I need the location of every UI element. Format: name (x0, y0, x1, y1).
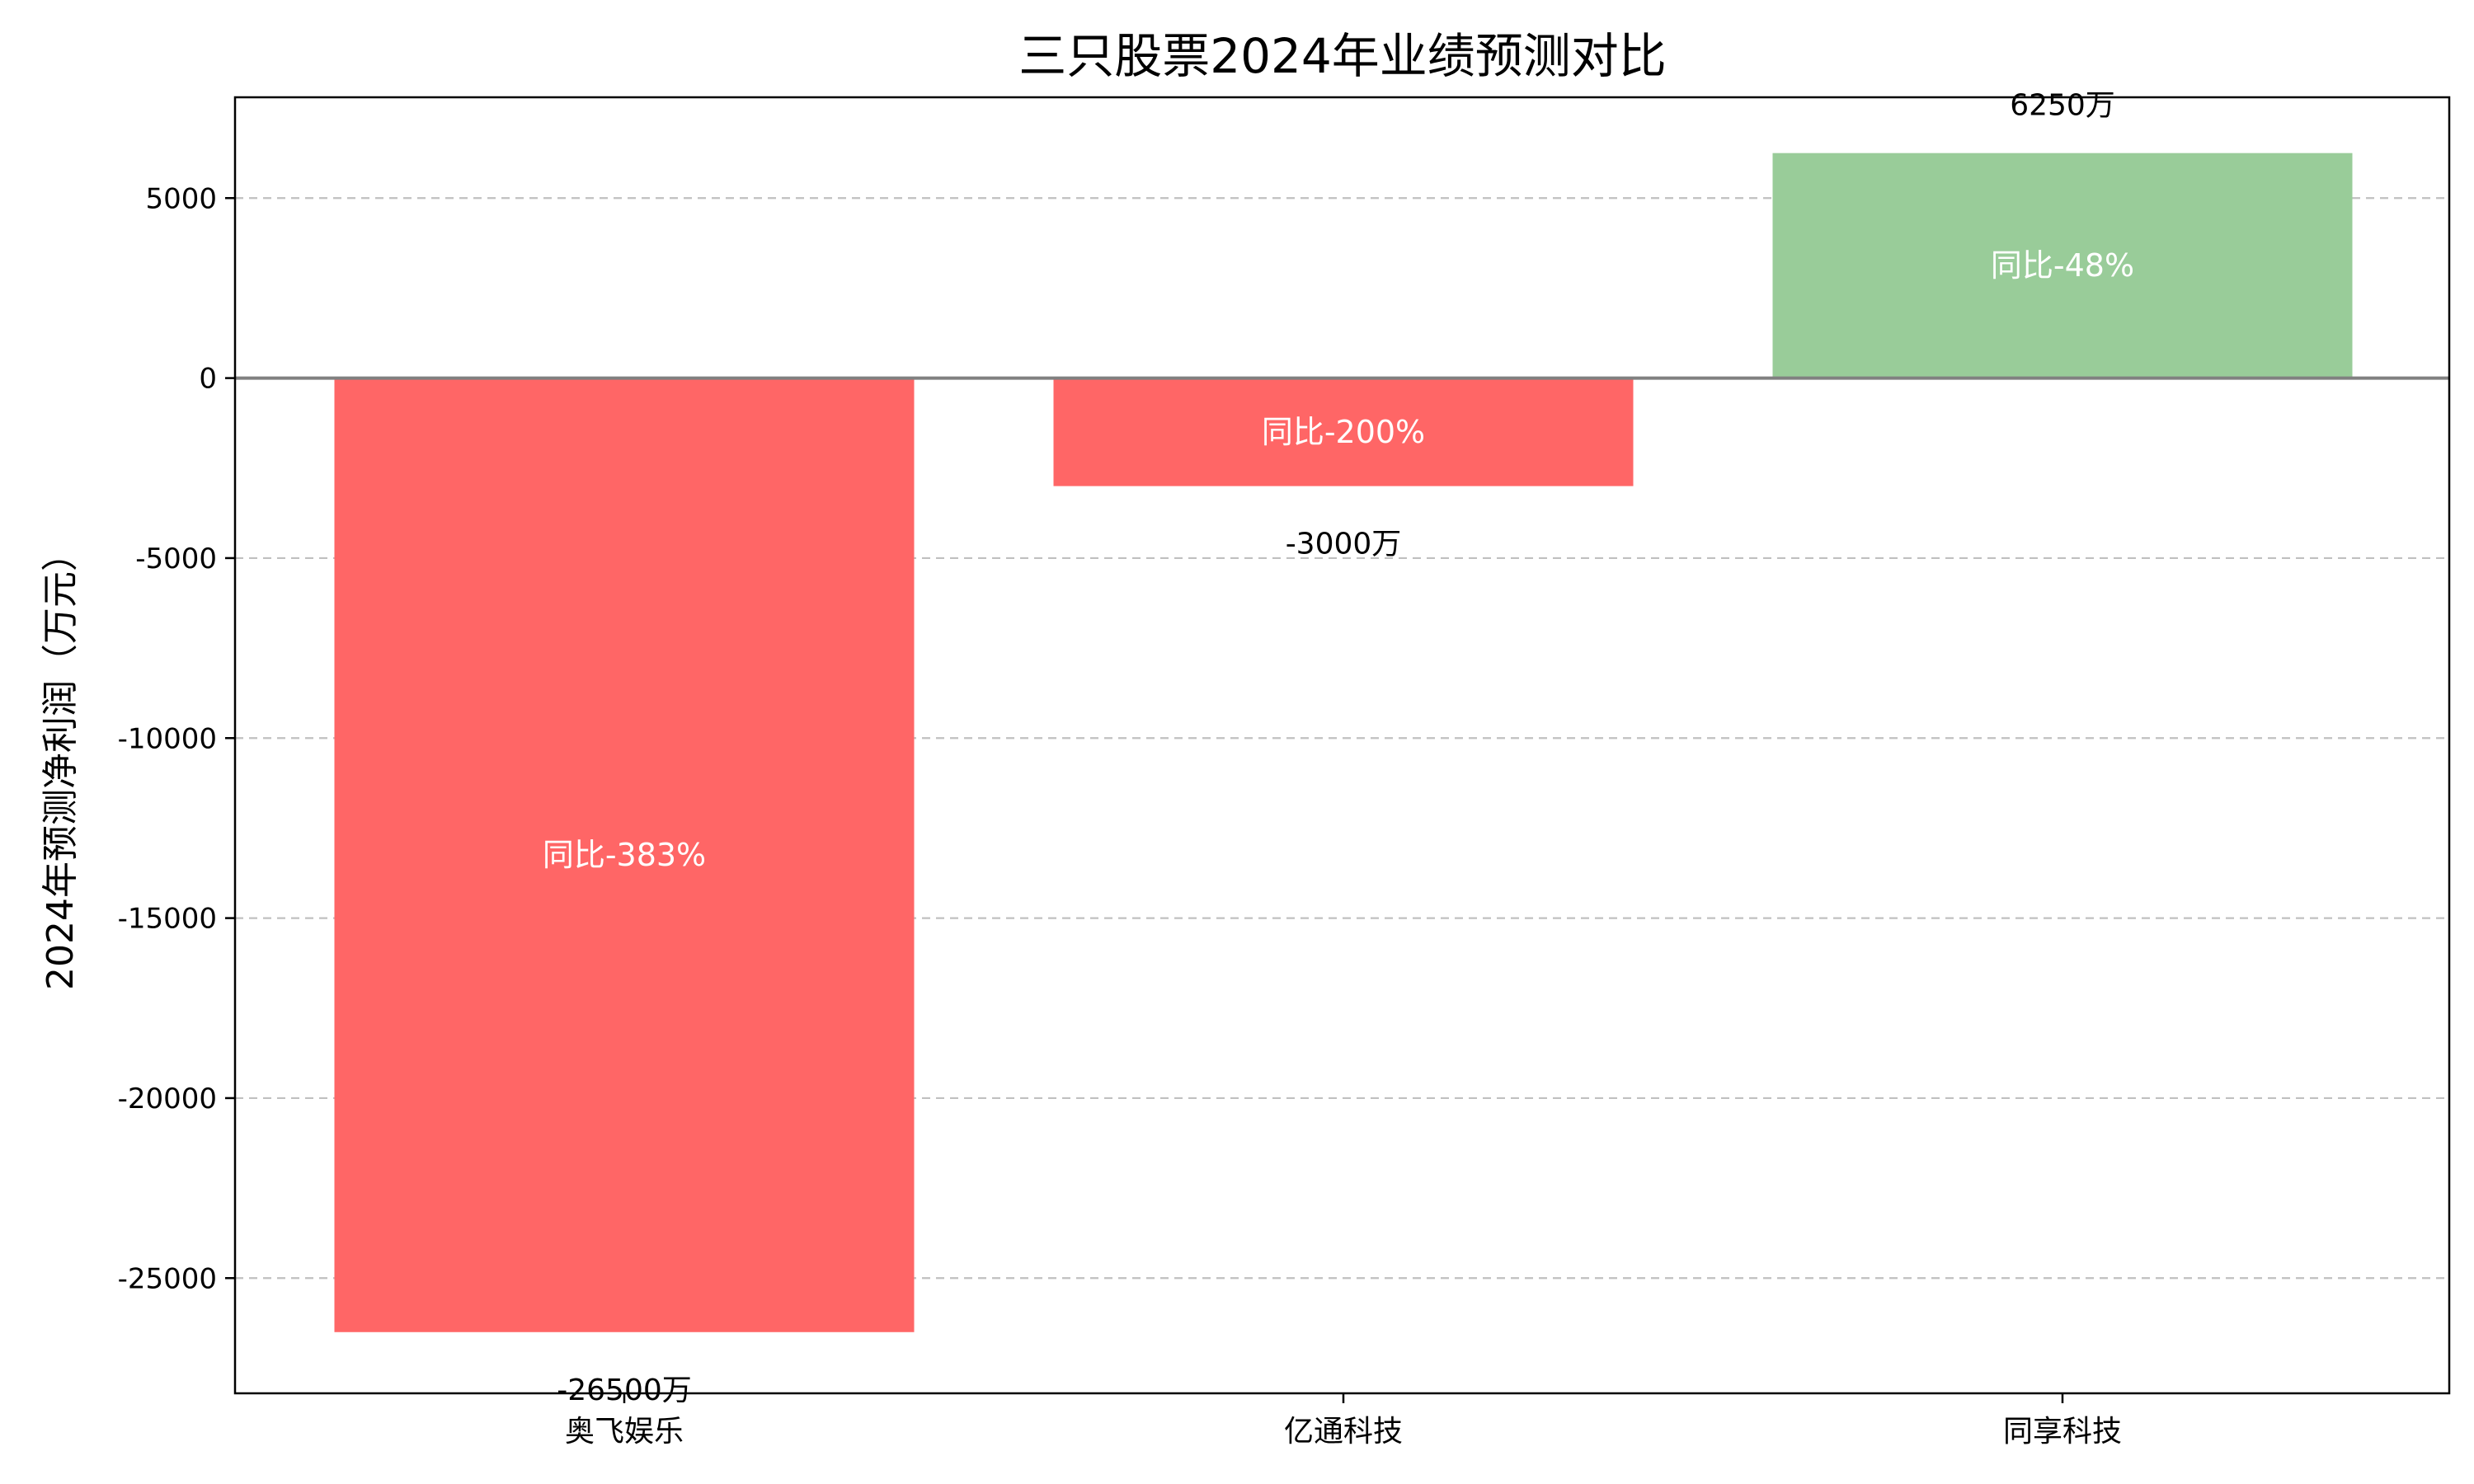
y-tick-label: 5000 (145, 182, 217, 215)
bars (335, 153, 2353, 1332)
y-axis-label: 2024年预测净利润（万元） (40, 535, 82, 990)
chart-title: 三只股票2024年业绩预测对比 (1018, 28, 1667, 84)
x-tick-label: 同享科技 (2003, 1415, 2122, 1449)
yoy-label: 同比-200% (1262, 414, 1425, 450)
y-tick-label: -5000 (135, 542, 217, 575)
yoy-label: 同比-383% (543, 837, 706, 873)
y-tick-label: -15000 (118, 903, 217, 936)
x-tick-label: 亿通科技 (1284, 1415, 1403, 1449)
x-tick-label: 奥飞娱乐 (565, 1415, 684, 1449)
value-label: -3000万 (1286, 528, 1402, 561)
yoy-label: 同比-48% (1991, 247, 2134, 284)
y-tick-label: -20000 (118, 1082, 217, 1115)
y-tick-label: 0 (199, 363, 217, 396)
y-tick-label: -25000 (118, 1262, 217, 1295)
y-tick-label: -10000 (118, 722, 217, 755)
value-label: 6250万 (2010, 89, 2115, 123)
value-label: -26500万 (557, 1374, 692, 1407)
